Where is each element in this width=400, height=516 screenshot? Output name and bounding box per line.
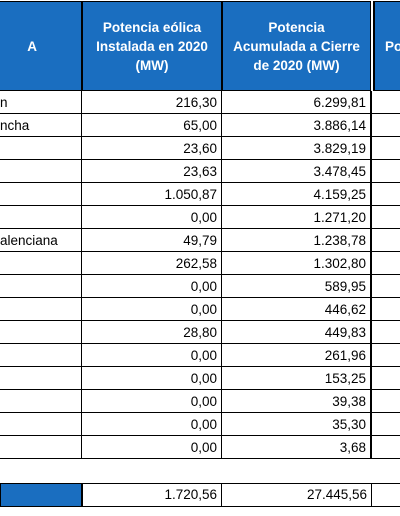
cumulative-cell: 3,68 (222, 436, 371, 459)
table-row: 1.050,87 4.159,25 (0, 183, 400, 206)
percent-cell (371, 137, 400, 160)
percent-cell (371, 275, 400, 298)
percent-cell (371, 390, 400, 413)
installed-cell: 0,00 (82, 390, 222, 413)
cumulative-cell: 3.829,19 (222, 137, 371, 160)
region-name-cell (0, 298, 82, 321)
percent-cell (371, 206, 400, 229)
region-name-cell (0, 413, 82, 436)
table-row: 0,00 1.271,20 (0, 206, 400, 229)
installed-cell: 1.050,87 (82, 183, 222, 206)
cumulative-cell: 3.478,45 (222, 160, 371, 183)
table-row: 23,63 3.478,45 (0, 160, 400, 183)
table-body: n 216,30 6.299,81 ncha 65,00 3.886,14 23,60 3.8… (0, 91, 400, 459)
region-name-cell: n (0, 91, 82, 114)
table-row: alenciana 49,79 1.238,78 (0, 229, 400, 252)
installed-cell: 49,79 (82, 229, 222, 252)
installed-cell: 0,00 (82, 436, 222, 459)
installed-cell: 0,00 (82, 206, 222, 229)
header-region: A (0, 1, 82, 91)
installed-cell: 0,00 (82, 367, 222, 390)
table-row: 0,00 39,38 (0, 390, 400, 413)
installed-cell: 0,00 (82, 344, 222, 367)
percent-cell (371, 229, 400, 252)
total-label-cell (0, 483, 82, 507)
percent-cell (371, 183, 400, 206)
table-row: ncha 65,00 3.886,14 (0, 114, 400, 137)
table-row: 0,00 261,96 (0, 344, 400, 367)
table-row: 0,00 153,25 (0, 367, 400, 390)
region-name-cell (0, 206, 82, 229)
installed-cell: 262,58 (82, 252, 222, 275)
table-row: 262,58 1.302,80 (0, 252, 400, 275)
percent-cell (371, 114, 400, 137)
region-name-cell (0, 252, 82, 275)
header-installed-label: Potencia eólica Instalada en 2020 (MW) (96, 19, 208, 73)
cumulative-cell: 449,83 (222, 321, 371, 344)
cumulative-cell: 35,30 (222, 413, 371, 436)
installed-cell: 28,80 (82, 321, 222, 344)
installed-cell: 23,60 (82, 137, 222, 160)
region-name-cell (0, 275, 82, 298)
table-row: 0,00 589,95 (0, 275, 400, 298)
header-cumulative-2020: Potencia Acumulada a Cierre de 2020 (MW) (222, 1, 371, 91)
region-name-cell (0, 436, 82, 459)
cumulative-cell: 446,62 (222, 298, 371, 321)
cumulative-cell: 1.238,78 (222, 229, 371, 252)
table-row: 0,00 35,30 (0, 413, 400, 436)
total-row: 1.720,56 27.445,56 (0, 483, 400, 507)
region-name-cell (0, 183, 82, 206)
percent-cell (371, 344, 400, 367)
installed-cell: 0,00 (82, 413, 222, 436)
installed-cell: 0,00 (82, 275, 222, 298)
percent-cell (371, 160, 400, 183)
region-name-cell (0, 137, 82, 160)
percent-cell (371, 252, 400, 275)
region-name-cell (0, 390, 82, 413)
percent-cell (371, 91, 400, 114)
region-name-cell (0, 367, 82, 390)
region-name-cell (0, 160, 82, 183)
region-name-cell (0, 321, 82, 344)
header-cumulative-label: Potencia Acumulada a Cierre de 2020 (MW) (233, 19, 360, 73)
table-row: 0,00 3,68 (0, 436, 400, 459)
percent-cell (371, 413, 400, 436)
cumulative-cell: 261,96 (222, 344, 371, 367)
installed-cell: 23,63 (82, 160, 222, 183)
header-percent-label: Po (385, 38, 400, 54)
table-row: 23,60 3.829,19 (0, 137, 400, 160)
cumulative-cell: 589,95 (222, 275, 371, 298)
percent-cell (371, 321, 400, 344)
cumulative-cell: 39,38 (222, 390, 371, 413)
header-percent: Po (373, 1, 400, 91)
header-installed-2020: Potencia eólica Instalada en 2020 (MW) (82, 1, 222, 91)
cumulative-cell: 1.271,20 (222, 206, 371, 229)
percent-cell (371, 367, 400, 390)
region-name-cell (0, 344, 82, 367)
cumulative-cell: 4.159,25 (222, 183, 371, 206)
cumulative-cell: 153,25 (222, 367, 371, 390)
percent-cell (371, 436, 400, 459)
region-name-cell: ncha (0, 114, 82, 137)
cumulative-cell: 1.302,80 (222, 252, 371, 275)
total-percent-cell (371, 483, 400, 507)
total-cumulative: 27.445,56 (221, 483, 372, 507)
header-region-label: A (27, 38, 37, 54)
table-row: n 216,30 6.299,81 (0, 91, 400, 114)
installed-cell: 0,00 (82, 298, 222, 321)
cumulative-cell: 3.886,14 (222, 114, 371, 137)
percent-cell (371, 298, 400, 321)
installed-cell: 65,00 (82, 114, 222, 137)
cumulative-cell: 6.299,81 (222, 91, 371, 114)
total-installed: 1.720,56 (82, 483, 222, 507)
table-row: 0,00 446,62 (0, 298, 400, 321)
installed-cell: 216,30 (82, 91, 222, 114)
table-row: 28,80 449,83 (0, 321, 400, 344)
region-name-cell: alenciana (0, 229, 82, 252)
